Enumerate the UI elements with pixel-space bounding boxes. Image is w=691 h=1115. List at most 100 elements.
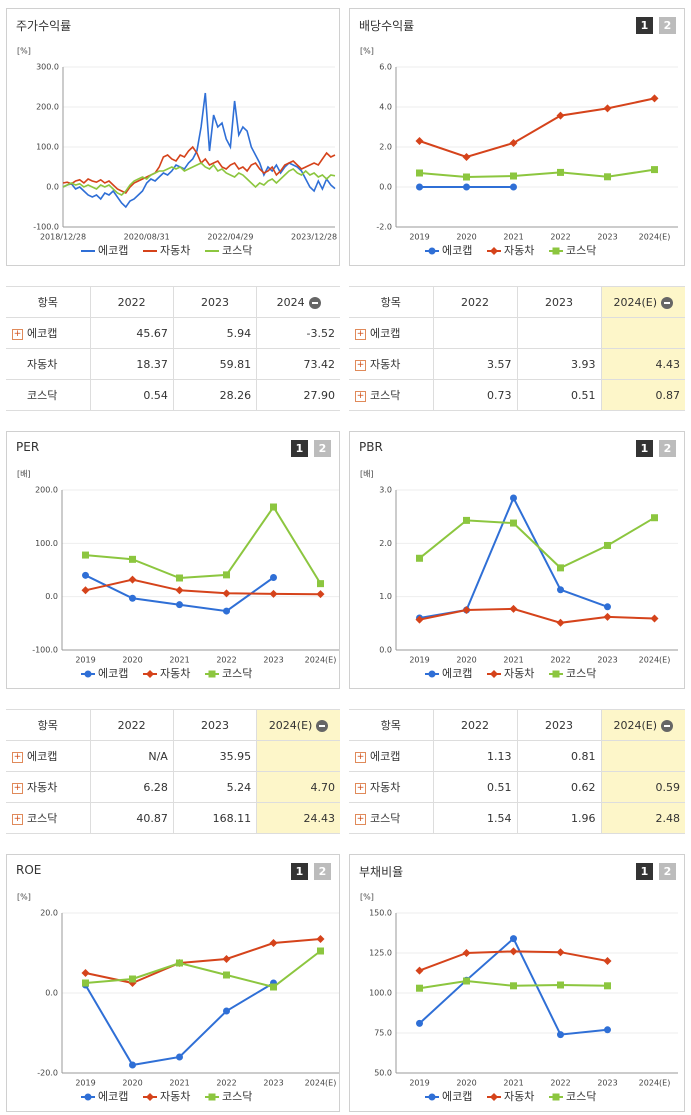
y-tick-label: 50.0: [374, 1069, 392, 1078]
legend-label: 에코캡: [442, 667, 472, 680]
point: [490, 1093, 498, 1101]
expand-button[interactable]: +: [12, 813, 23, 825]
chart: [%] -100.0 0.0 100.0 200.0 300.0 2018/12/28 202…: [17, 47, 337, 258]
legend-label: 코스닥: [222, 244, 252, 257]
point: [223, 971, 230, 979]
x-tick-label: 2020: [456, 233, 476, 242]
table-row: 자동차 18.37 59.81 73.42: [6, 348, 340, 380]
x-tick-label: 2019: [409, 656, 429, 665]
point: [509, 139, 518, 147]
row-name: 코스닥: [370, 812, 401, 825]
row-name-cell: + 에코캡: [349, 317, 434, 349]
point: [510, 519, 517, 527]
y-tick-label: 0.0: [379, 646, 392, 655]
series-line: [85, 950, 322, 989]
point: [604, 1026, 611, 1034]
y-tick-label: 0.0: [45, 592, 58, 601]
y-tick-label: 2.0: [379, 539, 392, 548]
y-tick-label: 150.0: [369, 909, 392, 918]
header-text: 2024(E): [268, 718, 313, 732]
value-cell: 1.54: [432, 802, 518, 834]
y-tick-label: 1.0: [379, 592, 392, 601]
expand-button[interactable]: +: [355, 813, 366, 825]
page-button[interactable]: 1: [291, 440, 308, 457]
collapse-button[interactable]: [661, 296, 674, 309]
point: [269, 939, 278, 947]
point: [270, 573, 277, 581]
row-name-cell: + 자동차: [349, 348, 434, 380]
header-text: 2023: [200, 295, 229, 309]
point: [82, 571, 89, 579]
page-button[interactable]: 1: [636, 863, 653, 880]
value-cell: 0.87: [600, 379, 685, 411]
point: [462, 949, 471, 957]
header-cell: 2022: [432, 286, 518, 318]
series-line: [84, 982, 275, 1067]
expand-button[interactable]: +: [355, 390, 366, 402]
header-row: 항목 2022 2023 2024(E): [6, 709, 340, 741]
point: [317, 580, 324, 588]
point: [81, 586, 90, 595]
point: [316, 935, 325, 943]
point: [510, 982, 517, 990]
expand-button[interactable]: +: [355, 782, 366, 794]
unit-label: [%]: [17, 47, 31, 56]
page-button[interactable]: 2: [659, 863, 676, 880]
table-row: + 코스닥 0.73 0.51 0.87: [349, 379, 685, 411]
expand-button[interactable]: +: [355, 751, 366, 763]
legend-label: 자동차: [504, 1090, 534, 1103]
value-cell: 45.67: [89, 317, 174, 349]
header-cell: 2023: [516, 709, 602, 741]
collapse-button[interactable]: [316, 719, 329, 732]
collapse-button[interactable]: [308, 296, 321, 309]
expand-button[interactable]: +: [355, 328, 366, 340]
page-button[interactable]: 1: [636, 440, 653, 457]
x-tick-label: 2020: [122, 656, 142, 665]
header-text: 2022: [461, 295, 489, 309]
row-name: 코스닥: [27, 389, 58, 402]
expand-button[interactable]: +: [12, 751, 23, 763]
header-text: 2024: [276, 295, 305, 309]
expand-button[interactable]: +: [12, 328, 23, 340]
header-cell: 항목: [349, 709, 434, 741]
value-cell: 0.81: [516, 740, 602, 772]
point: [510, 183, 517, 191]
point: [222, 955, 231, 963]
expand-button[interactable]: +: [355, 359, 366, 371]
chart-title: ROE: [16, 863, 42, 877]
page-button[interactable]: 2: [314, 440, 331, 457]
x-tick-label: 2023/12/28: [291, 233, 337, 242]
page-button[interactable]: 2: [659, 17, 676, 34]
collapse-button[interactable]: [661, 719, 674, 732]
table-row: + 에코캡 N/A 35.95: [6, 740, 340, 772]
data-table: 항목 2022 2023 2024(E) + 에코캡 N/A 35.95 + 자동차 6.28 5.2…: [6, 709, 340, 834]
x-tick-label: 2019: [75, 1079, 95, 1088]
value-cell: 0.51: [516, 379, 602, 411]
value-cell: 4.70: [256, 771, 340, 803]
x-tick-label: 2024(E): [639, 233, 671, 242]
point: [82, 979, 89, 987]
value-cell: [600, 740, 685, 772]
value-cell: 4.43: [600, 348, 685, 380]
point: [316, 590, 325, 599]
point: [557, 564, 564, 572]
point: [176, 959, 183, 967]
point: [463, 977, 470, 985]
page-button[interactable]: 1: [636, 17, 653, 34]
y-tick-label: -20.0: [37, 1069, 58, 1078]
page-button[interactable]: 1: [291, 863, 308, 880]
row-name: 코스닥: [370, 389, 401, 402]
row-name-cell: + 에코캡: [349, 740, 434, 772]
page-button[interactable]: 2: [659, 440, 676, 457]
y-tick-label: 3.0: [379, 486, 392, 495]
point: [604, 982, 611, 990]
header-text: 항목: [380, 296, 401, 309]
legend-label: 에코캡: [98, 667, 128, 680]
chart: [%] -20.0 0.0 20.0 2019 2020 2021 2022 2023 2024(…: [17, 893, 339, 1103]
header-text: 2022: [117, 718, 146, 732]
point: [650, 94, 659, 103]
page-button[interactable]: 2: [314, 863, 331, 880]
point: [552, 247, 560, 255]
expand-button[interactable]: +: [12, 782, 23, 794]
